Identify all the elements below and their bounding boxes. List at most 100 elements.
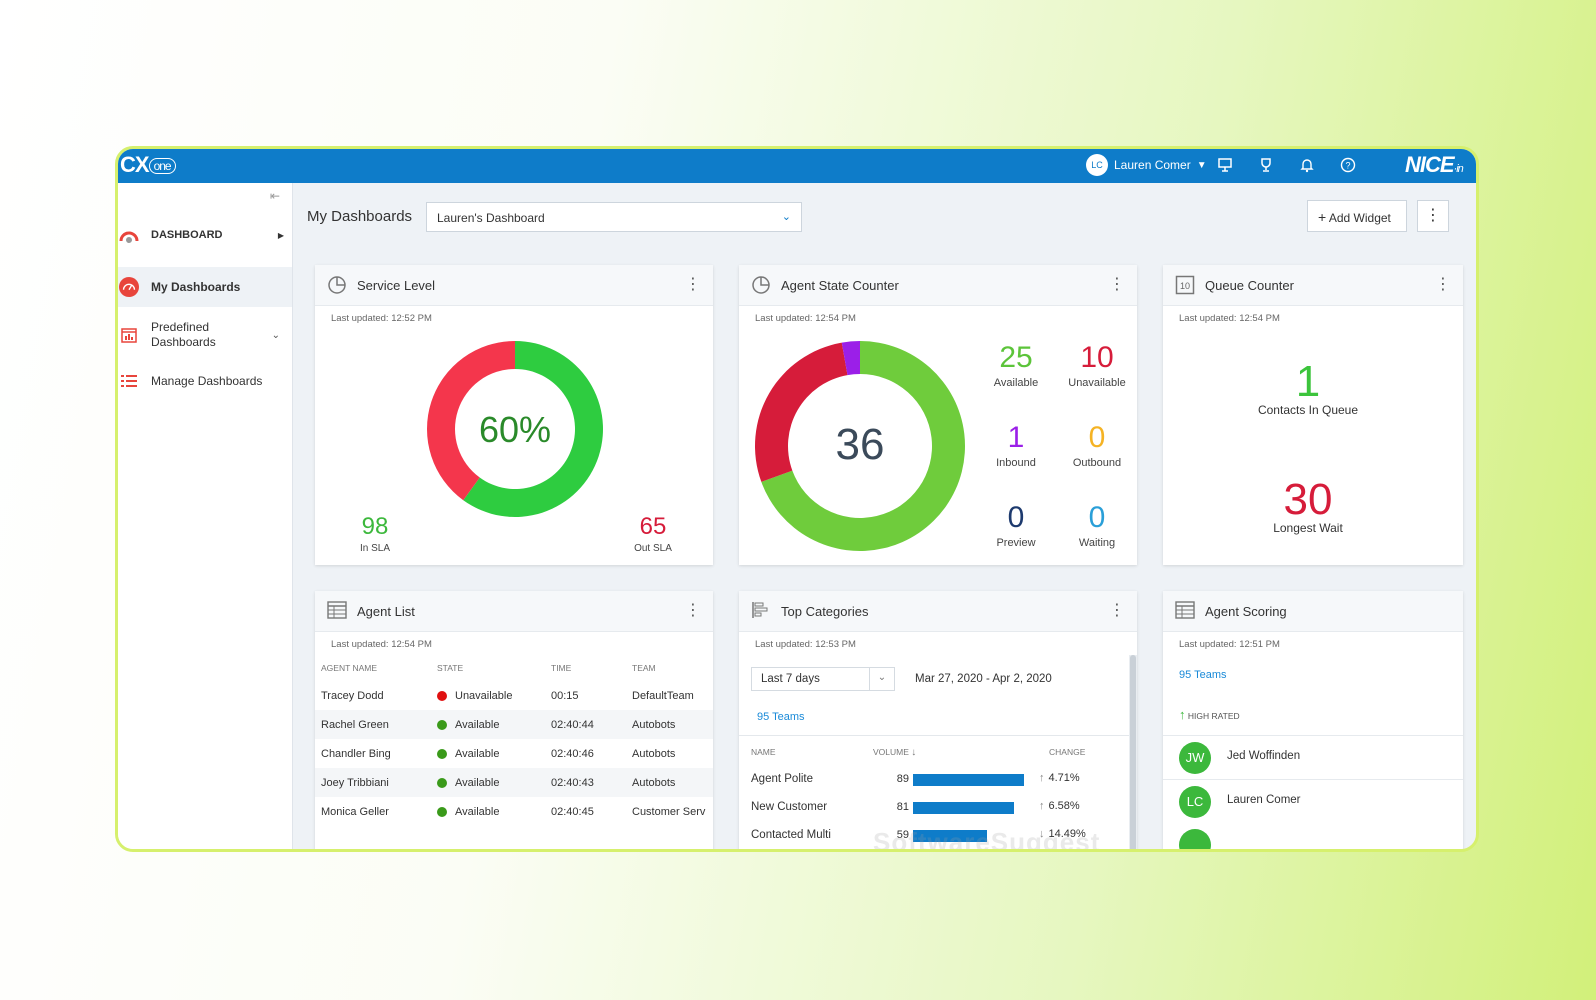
available-segment[interactable]	[761, 341, 965, 551]
volume-sort-header[interactable]: VOLUME ↓	[873, 747, 916, 758]
scrollbar[interactable]	[1129, 655, 1137, 849]
category-volume: 89	[896, 773, 909, 785]
counter-label: Unavailable	[1068, 377, 1126, 389]
column-header[interactable]: TIME	[551, 663, 572, 673]
card-title: Agent Scoring	[1205, 604, 1287, 619]
card-menu-icon[interactable]: ⋮	[1435, 276, 1451, 293]
sidebar-item-label: DASHBOARD	[151, 229, 223, 241]
unavailable-segment[interactable]	[755, 342, 848, 482]
plus-icon: +	[1318, 209, 1327, 225]
arrow-up-icon: ↑	[1039, 772, 1045, 784]
collapse-sidebar-icon[interactable]: ⇤	[269, 189, 280, 203]
app-window: CX one LC Lauren Comer ▼ ? NICE·in ⇤	[115, 146, 1479, 852]
logo-text: CX	[120, 152, 150, 177]
volume-bar	[913, 802, 1014, 814]
in-sla-segment[interactable]	[463, 341, 603, 517]
sidebar-item-my-dashboards[interactable]: My Dashboards	[118, 267, 292, 307]
table-row[interactable]: Tracey Dodd Unavailable 00:15 DefaultTeam	[315, 681, 713, 710]
category-name: Contacted Multi	[751, 829, 831, 841]
team-cell: Autobots	[632, 747, 676, 760]
sidebar-item-dashboard[interactable]: DASHBOARD ▶	[118, 219, 292, 251]
column-header[interactable]: CHANGE	[1049, 747, 1086, 757]
table-row[interactable]: Monica Geller Available 02:40:45 Customer S…	[315, 797, 713, 826]
sidebar-item-label: Predefined Dashboards	[151, 320, 216, 349]
state-label: Available	[455, 805, 500, 818]
table-row[interactable]: Chandler Bing Available 02:40:46 Autobots	[315, 739, 713, 768]
arrow-up-icon: ↑	[1179, 707, 1186, 722]
add-widget-label: Add Widget	[1328, 211, 1391, 225]
card-menu-icon[interactable]: ⋮	[685, 276, 701, 293]
more-options-button[interactable]: ⋮	[1417, 200, 1449, 232]
gauge-icon	[119, 225, 139, 245]
date-range: Mar 27, 2020 - Apr 2, 2020	[915, 673, 1052, 685]
volume-bar	[913, 830, 987, 842]
add-widget-button[interactable]: + Add Widget	[1307, 200, 1407, 232]
category-change: ↓ 14.49%	[1039, 828, 1086, 840]
card-menu-icon[interactable]: ⋮	[685, 602, 701, 619]
counter-value: 0	[1088, 501, 1106, 534]
state-dot-icon	[437, 719, 447, 730]
card-menu-icon[interactable]: ⋮	[1109, 602, 1125, 619]
category-row[interactable]: New Customer 81 ↑ 6.58%	[739, 795, 1129, 823]
range-select[interactable]: Last 7 days ⌄	[751, 667, 895, 691]
user-menu[interactable]: LC Lauren Comer ▼	[1086, 154, 1207, 176]
calendar-chart-icon	[119, 325, 139, 345]
agent-table: AGENT NAME STATE TIME TEAM Tracey Dodd Un…	[315, 655, 713, 826]
user-name: Lauren Comer	[1114, 158, 1191, 172]
column-header[interactable]: STATE	[437, 663, 464, 673]
inbound-segment[interactable]	[841, 341, 860, 376]
list-item[interactable]: JW Jed Woffinden	[1163, 735, 1463, 780]
list-item[interactable]: LC Lauren Comer	[1163, 779, 1463, 824]
speedometer-icon	[119, 277, 139, 297]
brand-suffix: ·in	[1453, 163, 1464, 175]
arrow-down-icon: ↓	[911, 747, 917, 758]
card-menu-icon[interactable]: ⋮	[1109, 276, 1125, 293]
scrollbar-thumb[interactable]	[1130, 655, 1136, 849]
presentation-icon[interactable]	[1216, 157, 1234, 175]
main-content: My Dashboards Lauren's Dashboard ⌄ + Add…	[293, 183, 1476, 849]
category-row[interactable]: Agent Polite 89 ↑ 4.71%	[739, 767, 1129, 795]
trophy-icon[interactable]	[1257, 157, 1275, 175]
column-header[interactable]: AGENT NAME	[321, 663, 378, 673]
nice-logo: NICE·in	[1405, 152, 1464, 178]
counter-value: 25	[999, 341, 1033, 374]
state-label: Available	[455, 776, 500, 789]
card-title: Queue Counter	[1205, 278, 1294, 293]
category-change: ↑ 6.58%	[1039, 800, 1080, 812]
agent-list-widget: Agent List ⋮ Last updated: 12:54 PM AGEN…	[315, 591, 713, 849]
teams-link[interactable]: 95 Teams	[757, 711, 805, 723]
pie-chart-icon	[327, 275, 347, 295]
category-name: New Customer	[751, 801, 828, 813]
bell-icon[interactable]	[1298, 157, 1316, 175]
category-row[interactable]: Contacted Multi 59 ↓ 14.49%	[739, 823, 1129, 849]
category-volume: 81	[896, 801, 909, 813]
table-row[interactable]: Joey Tribbiani Available 02:40:43 Autobots	[315, 768, 713, 797]
column-header[interactable]: TEAM	[632, 663, 656, 673]
out-sla-segment[interactable]	[427, 341, 515, 501]
in-sla-label: In SLA	[359, 543, 391, 554]
state-cell: Available	[437, 768, 551, 797]
out-sla-label: Out SLA	[634, 543, 672, 554]
state-cell: Available	[437, 797, 551, 826]
table-header-row: AGENT NAME STATE TIME TEAM	[315, 655, 713, 681]
sidebar: ⇤ DASHBOARD ▶ My Dashboards Predefined D…	[118, 183, 293, 849]
bar-chart-icon	[751, 601, 771, 621]
high-rated-section: ↑ HIGH RATED	[1179, 707, 1240, 722]
service-level-widget: Service Level ⋮ Last updated: 12:52 PM 6…	[315, 265, 713, 565]
logo-suffix: one	[148, 158, 176, 175]
agent-name-cell: Chandler Bing	[321, 747, 391, 760]
help-icon[interactable]: ?	[1339, 157, 1357, 175]
sidebar-item-manage-dashboards[interactable]: Manage Dashboards	[118, 367, 292, 395]
range-select-value: Last 7 days	[761, 673, 820, 685]
table-icon	[327, 601, 347, 621]
sidebar-item-label: My Dashboards	[151, 280, 241, 294]
sidebar-item-predefined-dashboards[interactable]: Predefined Dashboards ⌄	[118, 315, 292, 355]
dashboard-select[interactable]: Lauren's Dashboard ⌄	[426, 202, 802, 232]
cxone-logo[interactable]: CX one	[120, 152, 176, 178]
table-row[interactable]: Rachel Green Available 02:40:44 Autobots	[315, 710, 713, 739]
column-header[interactable]: NAME	[751, 747, 776, 757]
teams-link[interactable]: 95 Teams	[1179, 669, 1227, 681]
card-header: Service Level ⋮	[315, 265, 713, 306]
dashboard-select-value: Lauren's Dashboard	[437, 211, 545, 225]
time-cell: 02:40:45	[551, 805, 594, 818]
